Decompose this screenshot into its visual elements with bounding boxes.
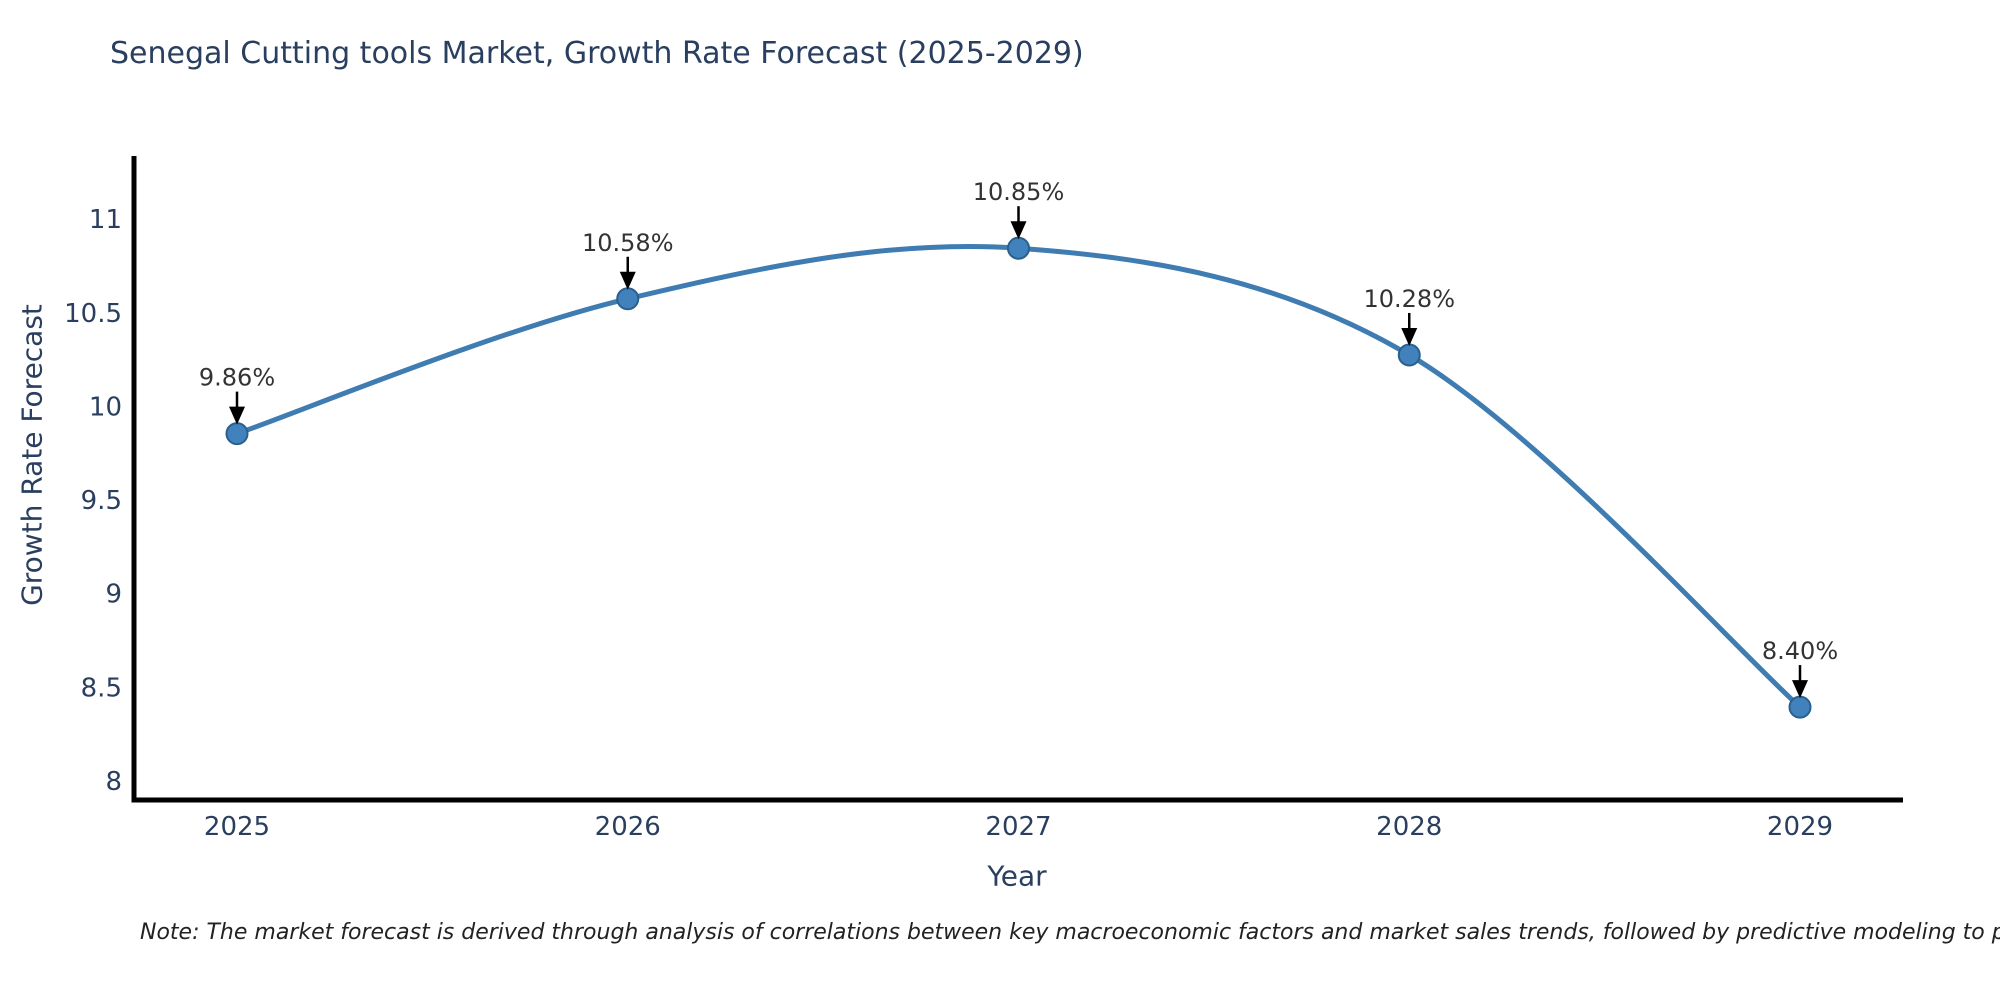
annotation-label: 8.40% [1762, 637, 1838, 665]
annotation-label: 10.28% [1363, 285, 1455, 313]
annotation-label: 10.58% [582, 229, 674, 257]
annotation-arrow-head [229, 406, 245, 425]
y-tick-label: 8.5 [81, 673, 122, 703]
axes-layer: 8 8.5 9 9.5 10 10.5 11 2025 2026 2027 2028 2029 [64, 156, 1903, 842]
annotation-arrow-head [1792, 680, 1808, 699]
x-tick-label: 2025 [204, 812, 270, 842]
data-point-marker [616, 287, 640, 311]
annotation-arrow-head [619, 271, 636, 290]
data-point-marker [1007, 236, 1030, 260]
data-point-marker [1788, 695, 1812, 719]
footnote: Note: The market forecast is derived thr… [140, 920, 2000, 945]
data-point-marker [225, 422, 249, 446]
x-tick-label: 2027 [985, 812, 1051, 842]
y-tick-label: 10.5 [64, 299, 122, 329]
y-tick-label: 11 [89, 205, 122, 235]
annotation-arrow-head [1401, 327, 1418, 346]
y-tick-label: 9 [105, 580, 122, 610]
annotation-label: 9.86% [199, 364, 275, 392]
y-axis-title: Growth Rate Forecast [15, 304, 49, 606]
y-tick-label: 10 [89, 392, 122, 422]
x-axis-title: Year [987, 859, 1047, 893]
data-point-marker [1397, 343, 1421, 367]
y-tick-label: 8 [105, 767, 122, 797]
annotation-arrow-head [1010, 221, 1027, 240]
annotation-layer: 9.86% 10.58% 10.85% 10.28% 8.40% [199, 178, 1838, 699]
chart-title: Senegal Cutting tools Market, Growth Rat… [110, 36, 1084, 71]
annotation-label: 10.85% [973, 178, 1065, 206]
x-tick-label: 2026 [595, 812, 661, 842]
x-tick-label: 2029 [1767, 812, 1833, 842]
series-layer [225, 236, 1812, 719]
x-tick-label: 2028 [1376, 812, 1442, 842]
y-tick-label: 9.5 [81, 486, 122, 516]
series-line [234, 243, 1803, 710]
